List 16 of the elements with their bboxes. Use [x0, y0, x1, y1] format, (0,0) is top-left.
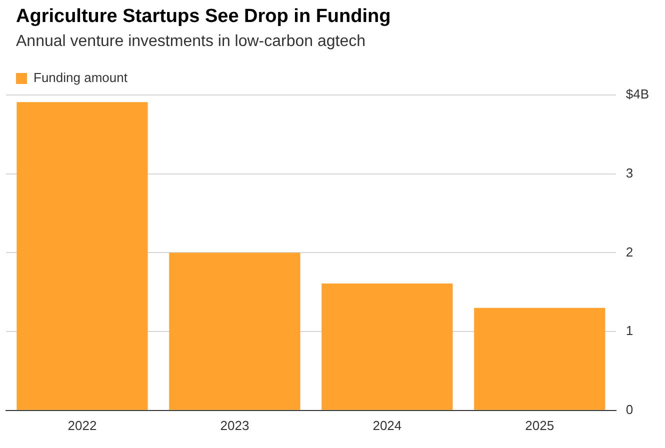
y-tick-label: 0: [626, 402, 634, 417]
y-tick-label: 2: [626, 244, 634, 260]
bar: [322, 283, 453, 410]
x-tick-label: 2023: [220, 418, 250, 433]
bar: [16, 102, 148, 410]
chart-subtitle: Annual venture investments in low-carbon agtech: [16, 33, 366, 51]
y-tick-label: 1: [626, 323, 634, 338]
y-tick-label: $4B: [626, 86, 650, 102]
y-tick-label: 3: [626, 165, 634, 180]
x-tick-label: 2022: [68, 418, 97, 433]
legend-label: Funding amount: [34, 70, 128, 86]
chart-title: Agriculture Startups See Drop in Funding: [16, 6, 391, 28]
x-tick-label: 2025: [525, 418, 554, 433]
x-tick-label: 2024: [372, 418, 402, 433]
bar: [474, 308, 606, 410]
bar: [169, 252, 300, 410]
